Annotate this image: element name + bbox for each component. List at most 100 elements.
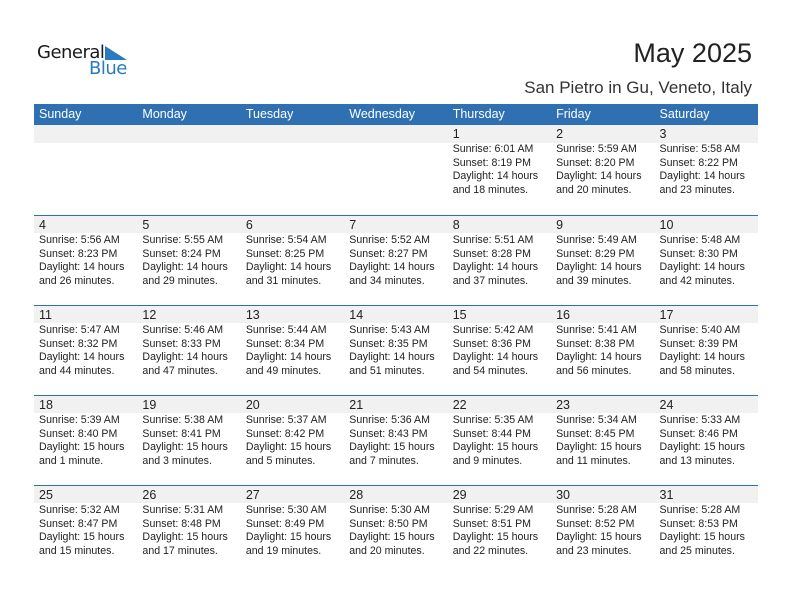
daylight-text: Daylight: 14 hours — [349, 351, 435, 363]
day-number: 6 — [245, 218, 253, 232]
day-number: 28 — [349, 488, 364, 502]
sunset-text: Sunset: 8:51 PM — [452, 517, 532, 530]
daylight-text: Daylight: 15 hours — [142, 531, 228, 543]
day-cell: 22 Sunrise: 5:35 AM Sunset: 8:44 PM Dayligh… — [448, 396, 551, 468]
daylight-text: Daylight: 15 hours — [245, 441, 332, 453]
sunset-text: Sunset: 8:33 PM — [142, 337, 221, 350]
week-row: 11 Sunrise: 5:47 AM Sunset: 8:32 PM Dayligh… — [34, 305, 758, 395]
daylight-minutes-text: and 56 minutes. — [556, 364, 632, 377]
daylight-text: Daylight: 14 hours — [349, 261, 435, 273]
day-number: 4 — [39, 218, 46, 232]
sunrise-text: Sunrise: 5:46 AM — [142, 324, 224, 336]
week-row: 4 Sunrise: 5:56 AM Sunset: 8:23 PM Daylight… — [34, 215, 758, 305]
page-title: May 2025 — [633, 38, 752, 68]
sunset-text: Sunset: 8:25 PM — [245, 247, 325, 260]
day-number: 21 — [349, 398, 364, 412]
daylight-text: Daylight: 14 hours — [659, 170, 745, 182]
sunrise-text: Sunrise: 5:30 AM — [349, 504, 430, 516]
day-cell: 28 Sunrise: 5:30 AM Sunset: 8:50 PM Dayligh… — [344, 486, 447, 558]
daylight-text: Daylight: 14 hours — [245, 351, 332, 363]
daylight-text: Daylight: 15 hours — [349, 441, 435, 453]
day-number: 26 — [142, 488, 157, 502]
daylight-minutes-text: and 44 minutes. — [39, 364, 115, 377]
day-cell: 24 Sunrise: 5:33 AM Sunset: 8:46 PM Dayligh… — [655, 396, 758, 468]
daylight-text: Daylight: 14 hours — [659, 351, 745, 363]
weekday-header: Sunday Monday Tuesday Wednesday Thursday… — [34, 104, 758, 125]
daylight-minutes-text: and 49 minutes. — [245, 364, 322, 377]
sunrise-text: Sunrise: 5:28 AM — [556, 504, 637, 516]
day-number: 29 — [452, 488, 467, 502]
daylight-text: Daylight: 15 hours — [142, 441, 228, 453]
sunset-text: Sunset: 8:50 PM — [349, 517, 428, 530]
sunset-text: Sunset: 8:47 PM — [39, 517, 118, 530]
day-cell: 16 Sunrise: 5:41 AM Sunset: 8:38 PM Dayligh… — [551, 306, 654, 378]
week-row: 25 Sunrise: 5:32 AM Sunset: 8:47 PM Dayligh… — [34, 485, 758, 575]
logo-triangle-icon — [105, 46, 127, 60]
daylight-minutes-text: and 7 minutes. — [349, 454, 419, 467]
day-number: 14 — [349, 308, 364, 322]
day-number: 10 — [659, 218, 674, 232]
sunrise-text: Sunrise: 5:52 AM — [349, 234, 430, 246]
sunset-text: Sunset: 8:38 PM — [556, 337, 635, 350]
daylight-minutes-text: and 29 minutes. — [142, 274, 218, 287]
daylight-text: Daylight: 15 hours — [39, 531, 125, 543]
day-number: 17 — [659, 308, 674, 322]
sunrise-text: Sunrise: 5:30 AM — [245, 504, 327, 516]
day-number: 19 — [142, 398, 157, 412]
daylight-minutes-text: and 15 minutes. — [39, 544, 115, 557]
daylight-minutes-text: and 25 minutes. — [659, 544, 735, 557]
day-number: 30 — [556, 488, 571, 502]
daylight-minutes-text: and 3 minutes. — [142, 454, 212, 467]
sunset-text: Sunset: 8:35 PM — [349, 337, 428, 350]
daylight-text: Daylight: 14 hours — [556, 170, 642, 182]
daylight-minutes-text: and 5 minutes. — [245, 454, 316, 467]
sunset-text: Sunset: 8:53 PM — [659, 517, 738, 530]
sunrise-text: Sunrise: 5:42 AM — [452, 324, 534, 336]
logo-text-blue: Blue — [89, 58, 127, 79]
day-cell: 30 Sunrise: 5:28 AM Sunset: 8:52 PM Dayligh… — [551, 486, 654, 558]
day-number: 18 — [39, 398, 53, 412]
daylight-minutes-text: and 20 minutes. — [349, 544, 425, 557]
calendar-grid: Sunday Monday Tuesday Wednesday Thursday… — [34, 104, 758, 575]
daylight-minutes-text: and 37 minutes. — [452, 274, 529, 287]
sunset-text: Sunset: 8:44 PM — [452, 427, 532, 440]
daylight-text: Daylight: 14 hours — [142, 261, 228, 273]
logo-text-general: General — [37, 42, 105, 63]
day-number: 20 — [245, 398, 260, 412]
day-number: 11 — [39, 308, 52, 322]
sunset-text: Sunset: 8:52 PM — [556, 517, 635, 530]
sunset-text: Sunset: 8:49 PM — [245, 517, 325, 530]
logo: General Blue — [37, 42, 132, 82]
daylight-text: Daylight: 15 hours — [556, 531, 642, 543]
week-row: 18 Sunrise: 5:39 AM Sunset: 8:40 PM Dayligh… — [34, 395, 758, 485]
day-number: 2 — [556, 127, 564, 141]
sunrise-text: Sunrise: 5:35 AM — [452, 414, 534, 426]
date-strip — [34, 486, 758, 503]
sunset-text: Sunset: 8:46 PM — [659, 427, 738, 440]
day-number: 3 — [659, 127, 667, 141]
empty-cell — [241, 125, 344, 197]
day-number: 24 — [659, 398, 674, 412]
daylight-minutes-text: and 39 minutes. — [556, 274, 632, 287]
sunrise-text: Sunrise: 5:43 AM — [349, 324, 430, 336]
daylight-minutes-text: and 19 minutes. — [245, 544, 322, 557]
daylight-text: Daylight: 15 hours — [659, 531, 745, 543]
location-subtitle: San Pietro in Gu, Veneto, Italy — [524, 78, 752, 97]
weekday-thursday: Thursday — [452, 107, 505, 121]
daylight-text: Daylight: 14 hours — [39, 261, 125, 273]
daylight-minutes-text: and 31 minutes. — [245, 274, 322, 287]
sunrise-text: Sunrise: 5:54 AM — [245, 234, 327, 246]
week-row: 1 Sunrise: 6:01 AM Sunset: 8:19 PM Daylight… — [34, 125, 758, 215]
daylight-minutes-text: and 58 minutes. — [659, 364, 735, 377]
day-cell: 5 Sunrise: 5:55 AM Sunset: 8:24 PM Daylight… — [137, 216, 240, 288]
day-number: 12 — [142, 308, 157, 322]
daylight-minutes-text: and 54 minutes. — [452, 364, 529, 377]
sunset-text: Sunset: 8:27 PM — [349, 247, 428, 260]
day-number: 1 — [452, 127, 460, 141]
sunrise-text: Sunrise: 5:47 AM — [39, 324, 120, 336]
sunrise-text: Sunrise: 5:55 AM — [142, 234, 224, 246]
day-cell: 7 Sunrise: 5:52 AM Sunset: 8:27 PM Daylight… — [344, 216, 447, 288]
daylight-minutes-text: and 51 minutes. — [349, 364, 425, 377]
sunset-text: Sunset: 8:22 PM — [659, 156, 738, 169]
